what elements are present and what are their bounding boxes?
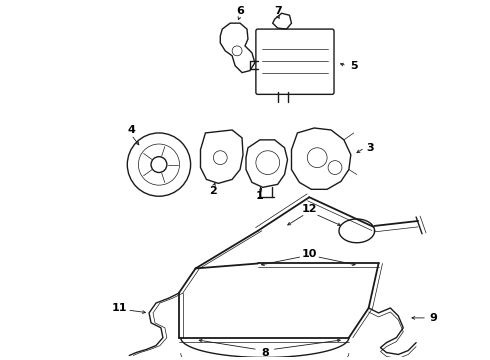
Text: 1: 1 bbox=[256, 191, 264, 201]
Text: 3: 3 bbox=[367, 143, 374, 153]
Text: 11: 11 bbox=[112, 303, 127, 313]
Text: 10: 10 bbox=[302, 249, 317, 258]
Text: 2: 2 bbox=[209, 186, 217, 196]
Text: 6: 6 bbox=[236, 6, 244, 16]
Text: 4: 4 bbox=[127, 125, 135, 135]
Text: 5: 5 bbox=[350, 61, 358, 71]
Text: 7: 7 bbox=[274, 6, 282, 16]
Text: 8: 8 bbox=[261, 347, 269, 357]
Text: 12: 12 bbox=[301, 204, 317, 214]
Text: 9: 9 bbox=[429, 313, 437, 323]
